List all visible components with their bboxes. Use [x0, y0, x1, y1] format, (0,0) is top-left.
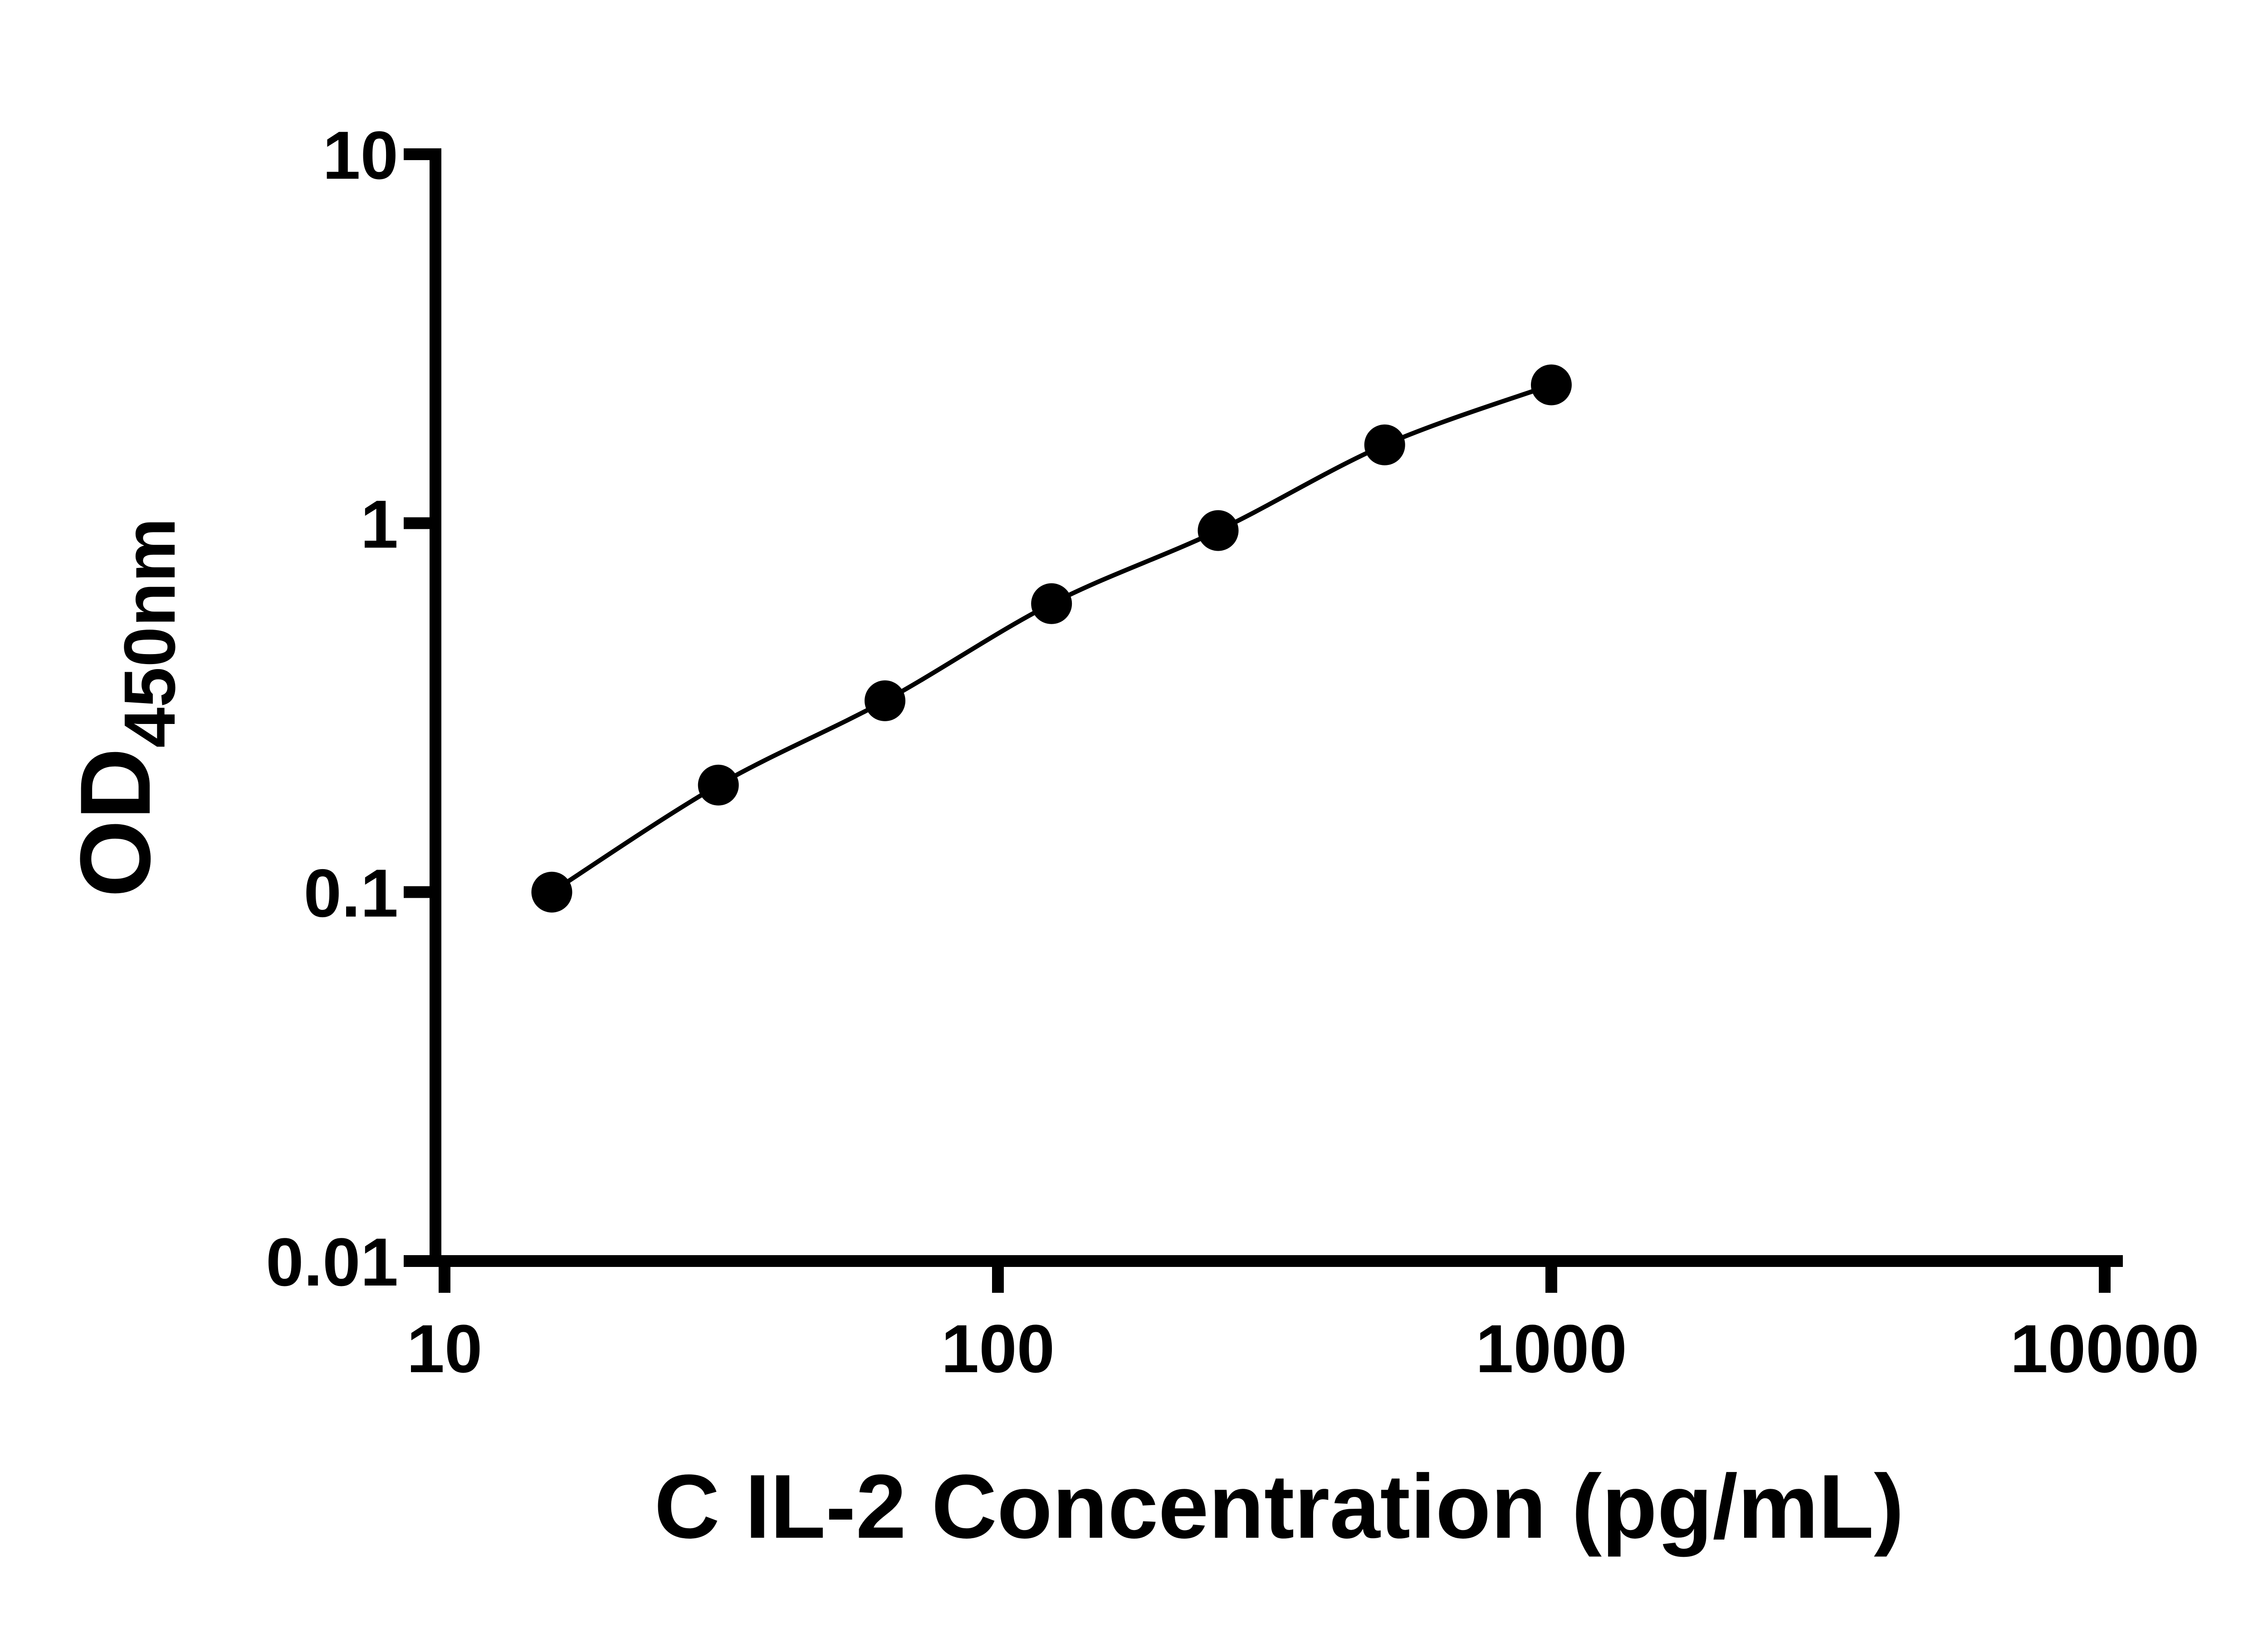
- y-axis-tick-label: 0.1: [303, 855, 398, 931]
- axis-lines: [430, 148, 2123, 1267]
- x-axis-tick-label: 100: [941, 1310, 1055, 1387]
- y-axis-title: OD450nm: [59, 518, 190, 898]
- y-axis-title-main: OD: [59, 748, 171, 897]
- x-axis-tick-label: 10000: [2010, 1310, 2199, 1387]
- data-series: [531, 364, 1572, 913]
- x-axis-title: C IL-2 Concentration (pg/mL): [654, 1456, 1904, 1557]
- x-axis-tick-label: 10: [407, 1310, 483, 1387]
- x-axis-tick-label: 1000: [1476, 1310, 1627, 1387]
- y-axis-tick-label: 1: [361, 486, 398, 562]
- tick-labels: 10 100 1000 10000 0.01 0.1 1 10: [266, 117, 2200, 1387]
- y-axis-title-subscript: 450nm: [109, 518, 190, 748]
- data-point-marker: [1031, 583, 1072, 624]
- data-point-marker: [1531, 364, 1572, 406]
- standard-curve-line: [549, 382, 1554, 895]
- axes: [430, 148, 2123, 1267]
- data-point-marker: [1198, 510, 1239, 551]
- tick-marks: [404, 148, 2111, 1293]
- data-point-marker: [698, 764, 739, 806]
- y-axis-tick-label: 10: [323, 117, 398, 193]
- data-point-marker: [1364, 424, 1405, 465]
- data-point-marker: [531, 871, 572, 913]
- data-point-marker: [865, 680, 905, 721]
- y-axis-tick-label: 0.01: [266, 1224, 398, 1300]
